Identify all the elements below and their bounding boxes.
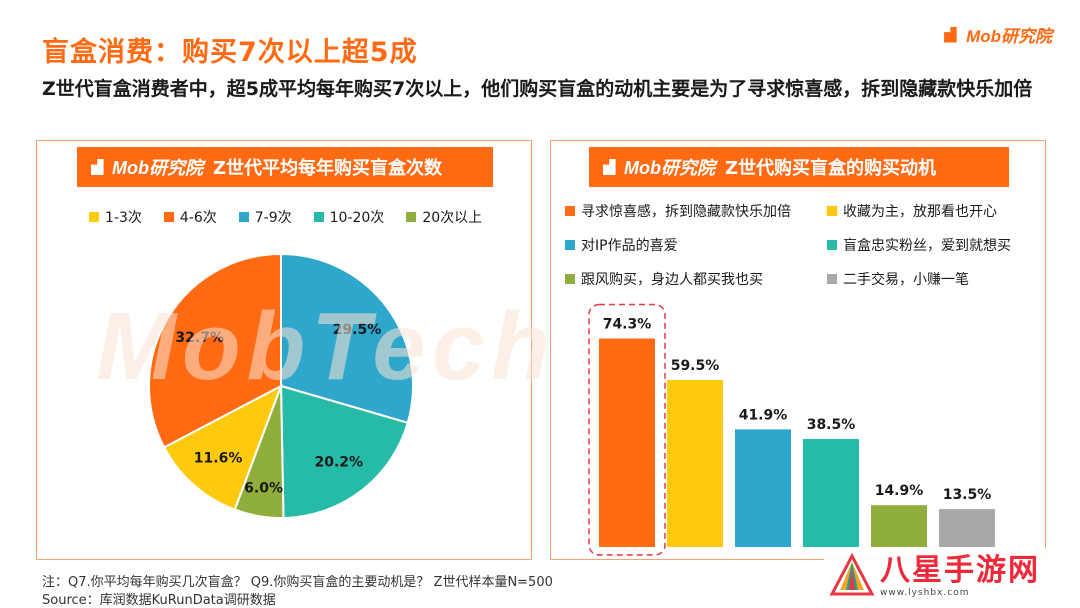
slide-subtitle: Z世代盲盒消费者中，超5成平均每年购买7次以上，他们购买盲盒的动机主要是为了寻求…: [42, 78, 1033, 100]
bar-chart-title: Z世代购买盲盒的购买动机: [724, 158, 937, 179]
bar-4: [871, 505, 927, 547]
pie-label-1: 32.7%: [175, 330, 224, 346]
pie-legend-item-4: 20次以上: [406, 207, 482, 227]
bar-legend-item-2-swatch: [565, 240, 575, 250]
pie-legend-item-2-label: 7-9次: [254, 210, 292, 226]
bar-1: [667, 380, 723, 547]
bar-legend-item-1: 收藏为主，放那看也开心: [827, 201, 1035, 221]
bar-legend-item-4-label: 跟风购买，身边人都买我也买: [581, 272, 763, 288]
bar-legend-item-0: 寻求惊喜感，拆到隐藏款快乐加倍: [565, 201, 827, 221]
bar-chart: 74.3% 59.5% 41.9% 38.5% 14.9% 13.5%: [588, 303, 995, 556]
bar-header-brand: Mob研究院: [603, 154, 715, 180]
bar-legend-item-4-swatch: [565, 274, 575, 284]
pie-chart: 29.5% 20.2% 6.0%11.6% 32.7%: [148, 252, 415, 519]
bar-0: [599, 338, 655, 547]
pie-legend-item-3-label: 10-20次: [329, 210, 385, 226]
bar-legend-item-3-label: 盲盒忠实粉丝，爱到就想买: [843, 238, 1011, 254]
bar-label-5: 13.5%: [943, 487, 992, 503]
pie-legend-item-0-swatch: [89, 212, 99, 222]
bar-label-2: 41.9%: [739, 407, 788, 423]
bar-legend-item-5-swatch: [827, 274, 837, 284]
bar-legend-item-4: 跟风购买，身边人都买我也买: [565, 269, 827, 289]
bar-label-1: 59.5%: [671, 358, 720, 374]
bar-panel: Mob研究院 Z世代购买盲盒的购买动机 寻求惊喜感，拆到隐藏款快乐加倍 收藏为主，…: [550, 140, 1046, 560]
bar-legend-item-3-swatch: [827, 240, 837, 250]
pie-legend-item-3: 10-20次: [313, 207, 385, 227]
slide-title: 盲盒消费：购买7次以上超5成: [42, 37, 418, 68]
site-badge[interactable]: 八星手游网 www.lyshbx.com: [824, 548, 1074, 604]
bar-5: [939, 509, 995, 547]
brand-text: Mob研究院: [966, 27, 1052, 46]
site-url: www.lyshbx.com: [880, 588, 970, 598]
pie-header-brand: Mob研究院: [91, 154, 203, 180]
pie-panel-header: Mob研究院 Z世代平均每年购买盲盒次数: [77, 147, 493, 187]
pie-legend-item-1-swatch: [163, 212, 174, 222]
bar-3: [803, 439, 859, 547]
bar-legend-item-2: 对IP作品的喜爱: [565, 235, 827, 255]
pie-slice-0: [162, 383, 283, 511]
bar-legend-item-1-swatch: [827, 206, 837, 216]
pie-legend-item-4-label: 20次以上: [422, 210, 483, 226]
bar-label-0: 74.3%: [603, 317, 652, 333]
pie-label-4: 6.0%: [244, 481, 283, 497]
pie-panel: Mob研究院 Z世代平均每年购买盲盒次数 1-3次 4-6次 7-9次 10-20次 2…: [36, 140, 532, 560]
pie-legend-item-1-label: 4-6次: [179, 210, 217, 226]
bar-panel-header: Mob研究院 Z世代购买盲盒的购买动机: [589, 147, 1009, 187]
pie-legend: 1-3次 4-6次 7-9次 10-20次 20次以上: [89, 207, 482, 227]
pie-legend-item-4-swatch: [406, 212, 417, 222]
bar-label-4: 14.9%: [875, 483, 924, 499]
bar-header-brand-text: Mob研究院: [624, 158, 715, 178]
pie-slice-1: [148, 252, 282, 449]
source-note: Source：库润数据KuRunData调研数据: [42, 593, 276, 608]
pie-legend-item-2-swatch: [238, 212, 249, 222]
pie-legend-item-2: 7-9次: [238, 207, 292, 227]
pie-slice-3: [279, 384, 409, 519]
pie-legend-item-0: 1-3次: [89, 207, 142, 227]
footnote: 注：Q7.你平均每年购买几次盲盒？ Q9.你购买盲盒的主要动机是？ Z世代样本量…: [42, 575, 553, 590]
pie-chart-title: Z世代平均每年购买盲盒次数: [212, 158, 443, 179]
pie-legend-item-3-swatch: [313, 212, 324, 222]
bar-legend-item-5-label: 二手交易，小赚一笔: [843, 272, 969, 288]
pie-header-brand-text: Mob研究院: [112, 158, 203, 178]
bar-legend-item-0-label: 寻求惊喜感，拆到隐藏款快乐加倍: [581, 204, 791, 220]
bar-legend-item-3: 盲盒忠实粉丝，爱到就想买: [827, 235, 1035, 255]
bar-legend-item-0-swatch: [565, 206, 575, 216]
pie-legend-item-1: 4-6次: [163, 207, 217, 227]
brand-logo: Mob研究院: [944, 22, 1052, 47]
bar-2: [735, 429, 791, 547]
site-logo-icon: [829, 552, 875, 596]
bar-legend-item-1-label: 收藏为主，放那看也开心: [843, 204, 997, 220]
pie-legend-item-0-label: 1-3次: [105, 210, 142, 226]
pie-label-3: 20.2%: [315, 455, 364, 471]
bar-label-3: 38.5%: [807, 417, 856, 433]
pie-label-2: 29.5%: [333, 322, 382, 338]
bar-legend-item-5: 二手交易，小赚一笔: [827, 269, 1035, 289]
brand-mark-icon: [944, 26, 957, 43]
pie-label-0: 11.6%: [194, 450, 243, 466]
bar-highlight-box: [588, 303, 666, 556]
pie-slice-2: [280, 252, 415, 425]
site-name: 八星手游网: [880, 553, 1040, 588]
bar-legend: 寻求惊喜感，拆到隐藏款快乐加倍 收藏为主，放那看也开心对IP作品的喜爱 盲盒忠实粉丝…: [565, 201, 1035, 289]
bar-legend-item-2-label: 对IP作品的喜爱: [581, 238, 678, 254]
